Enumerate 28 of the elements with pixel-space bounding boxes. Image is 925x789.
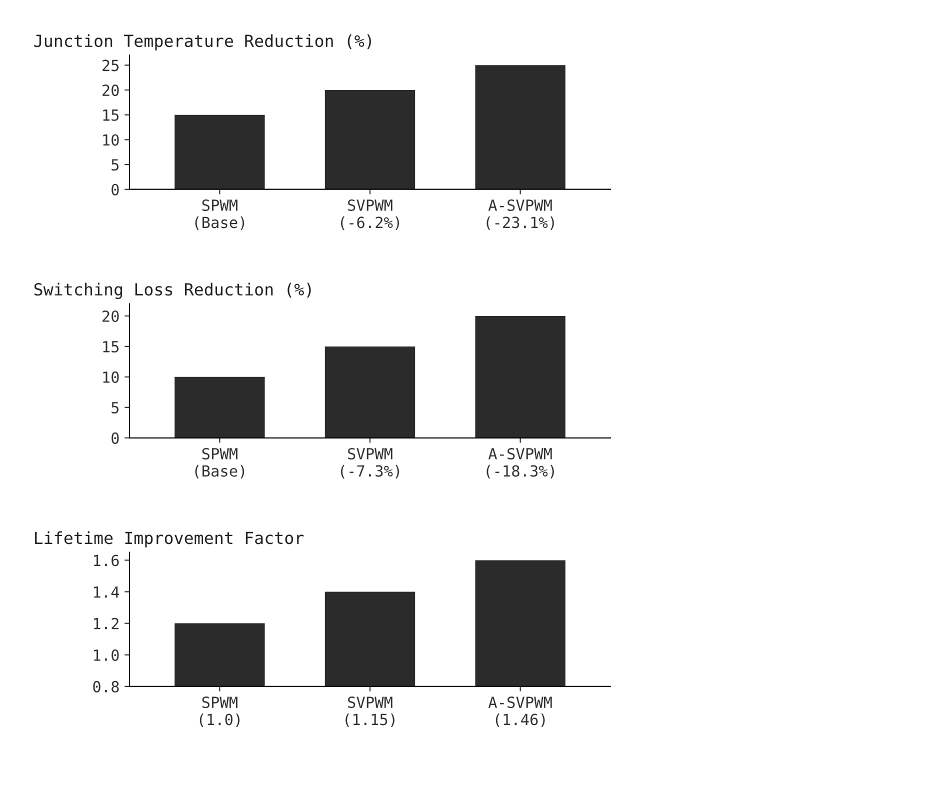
x-tick-label: SVPWM (-6.2%) bbox=[340, 199, 400, 230]
y-tick-label: 1.0 bbox=[94, 649, 119, 661]
y-tick-label: 20 bbox=[102, 84, 119, 96]
x-tick-label: SPWM (1.0) bbox=[200, 696, 240, 728]
chart-title: Junction Temperature Reduction (%) bbox=[34, 34, 371, 50]
y-tick-label: 5 bbox=[112, 402, 119, 414]
y-tick-label: 15 bbox=[103, 110, 119, 121]
y-tick-label: 15 bbox=[103, 341, 119, 353]
y-tick-label: 0.8 bbox=[93, 680, 119, 692]
x-tick-label: SVPWM (-7.3%) bbox=[340, 448, 400, 479]
x-tick-label: SPWM (Base) bbox=[195, 448, 244, 479]
x-tick-label: A-SVPWM (-18.3%) bbox=[486, 448, 554, 479]
y-tick-label: 20 bbox=[102, 310, 119, 322]
x-tick-label: SVPWM (1.15) bbox=[346, 696, 394, 728]
y-tick-label: 25 bbox=[102, 60, 119, 72]
y-tick-label: 5 bbox=[112, 159, 119, 171]
y-tick-label: 10 bbox=[103, 134, 119, 146]
y-tick-label: 1.2 bbox=[94, 618, 118, 630]
x-tick-label: A-SVPWM (-23.1%) bbox=[486, 199, 554, 230]
y-tick-label: 10 bbox=[103, 371, 119, 383]
chart-title: Switching Loss Reduction (%) bbox=[34, 282, 311, 300]
y-tick-label: 1.4 bbox=[94, 586, 120, 598]
y-tick-label: 0 bbox=[112, 432, 119, 444]
chart-title: Lifetime Improvement Factor bbox=[35, 531, 304, 548]
y-tick-label: 0 bbox=[112, 184, 119, 196]
x-tick-label: A-SVPWM (1.46) bbox=[488, 696, 552, 728]
x-tick-label: SPWM (Base) bbox=[195, 199, 244, 230]
y-tick-label: 1.6 bbox=[94, 554, 119, 566]
